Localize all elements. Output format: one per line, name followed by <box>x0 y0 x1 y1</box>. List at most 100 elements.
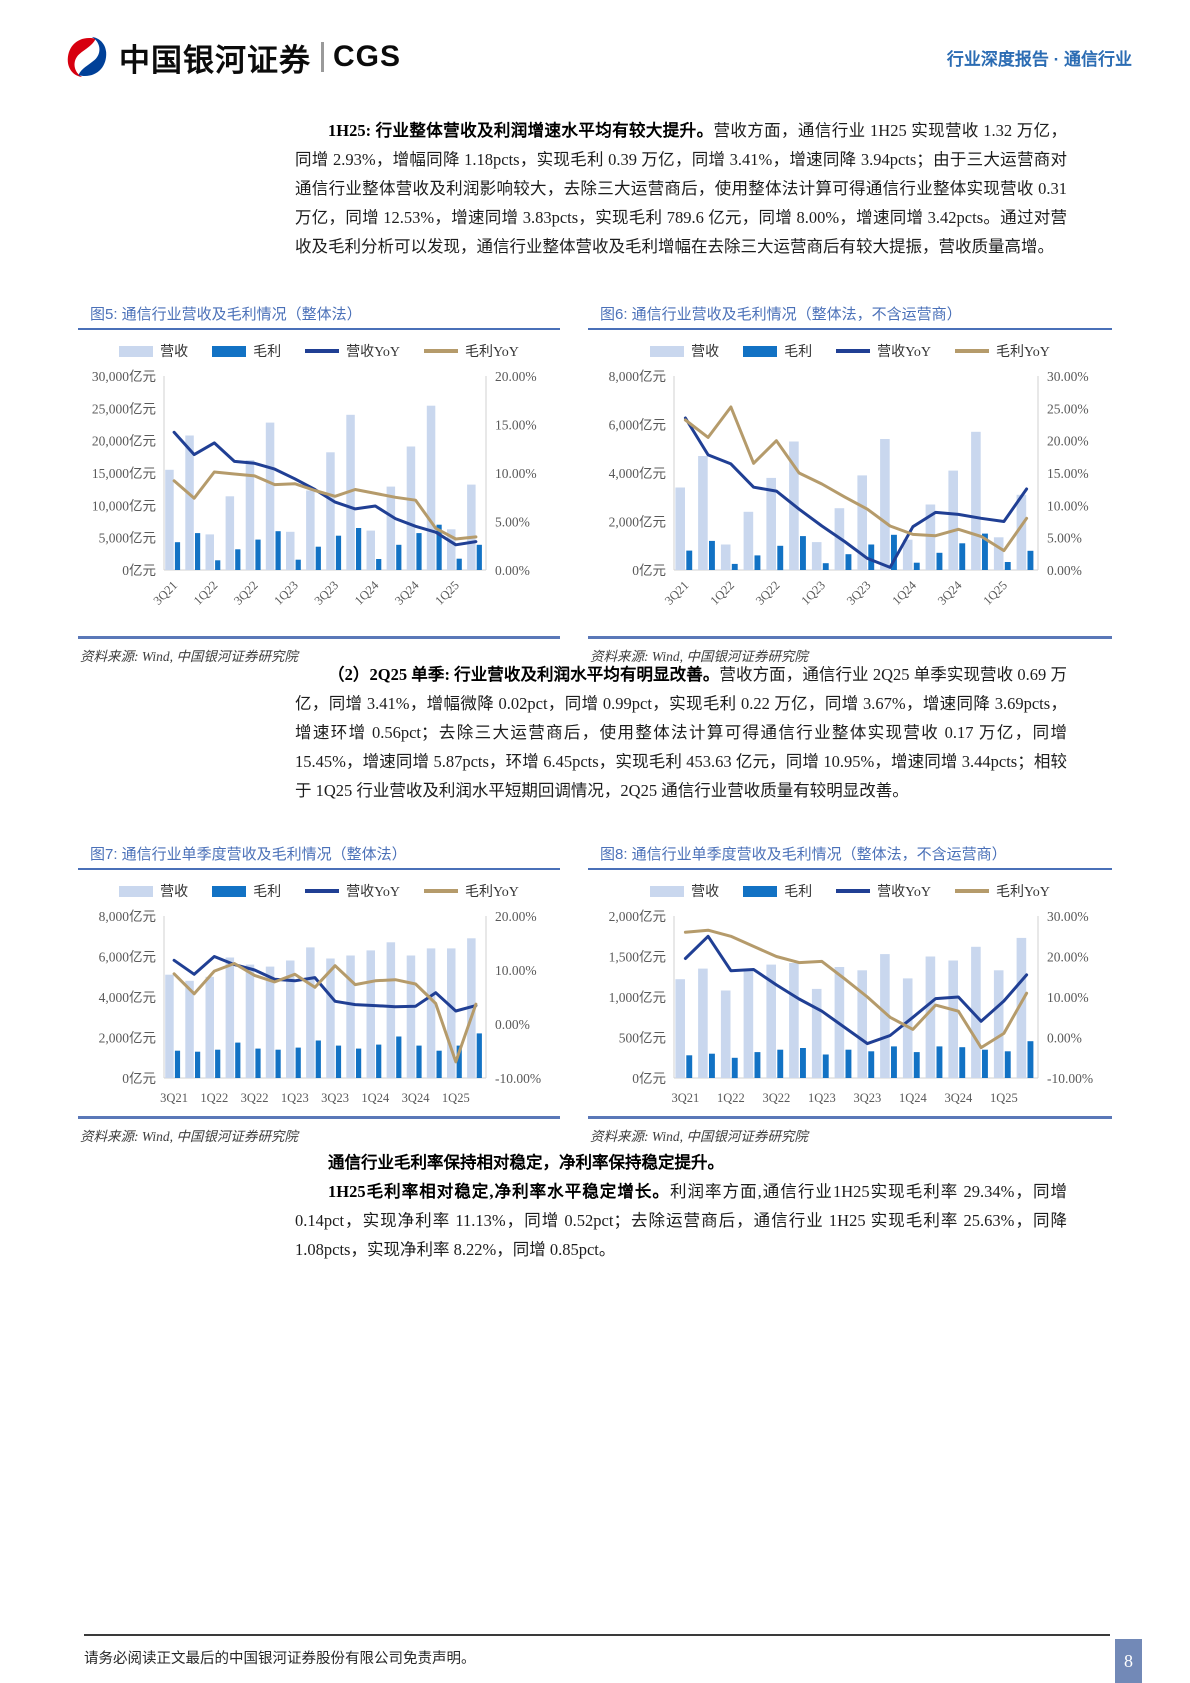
legend-line-swatch <box>955 889 989 893</box>
chart-legend: 营收 毛利 营收YoY 毛利YoY <box>588 342 1112 360</box>
svg-text:-10.00%: -10.00% <box>1047 1071 1093 1086</box>
svg-text:5.00%: 5.00% <box>1047 531 1082 546</box>
report-type-label: 行业深度报告 · 通信行业 <box>946 49 1132 69</box>
paragraph-margins: 通信行业毛利率保持相对稳定，净利率保持稳定提升。 1H25毛利率相对稳定,净利率… <box>295 1148 1067 1264</box>
svg-text:25,000亿元: 25,000亿元 <box>92 401 156 416</box>
figure-bottom-rule <box>588 1116 1112 1119</box>
svg-text:3Q24: 3Q24 <box>392 578 422 608</box>
legend-item: 营收YoY <box>305 881 400 901</box>
legend-item: 营收 <box>119 341 188 361</box>
legend-item: 营收YoY <box>836 881 931 901</box>
paragraph-lead: 通信行业毛利率保持相对稳定，净利率保持稳定提升。 <box>328 1153 724 1172</box>
disclaimer-text: 请务必阅读正文最后的中国银河证券股份有限公司免责声明。 <box>84 1651 476 1667</box>
svg-text:3Q24: 3Q24 <box>402 1091 431 1105</box>
legend-item: 营收 <box>119 881 188 901</box>
legend-bar-swatch <box>650 345 685 357</box>
legend-line-swatch <box>424 349 458 353</box>
paragraph-lead: （2）2Q25 单季: 行业营收及利润水平均有明显改善。 <box>328 665 720 684</box>
svg-text:30.00%: 30.00% <box>1047 909 1089 924</box>
legend-line-swatch <box>305 889 340 893</box>
svg-text:3Q23: 3Q23 <box>844 578 874 608</box>
figure-bottom-rule <box>588 636 1112 639</box>
svg-text:3Q21: 3Q21 <box>671 1091 699 1105</box>
svg-text:3Q22: 3Q22 <box>762 1091 790 1105</box>
source-note: 资料来源: Wind, 中国银河证券研究院 <box>80 1129 298 1144</box>
legend-item: 营收YoY <box>836 341 931 361</box>
legend-line-swatch <box>836 349 871 353</box>
svg-text:1,500亿元: 1,500亿元 <box>609 950 666 965</box>
svg-text:30.00%: 30.00% <box>1047 369 1089 384</box>
paragraph-2q25: （2）2Q25 单季: 行业营收及利润水平均有明显改善。营收方面，通信行业 2Q… <box>295 660 1067 805</box>
source-note: 资料来源: Wind, 中国银河证券研究院 <box>80 649 298 664</box>
svg-text:3Q22: 3Q22 <box>241 1091 269 1105</box>
svg-text:8,000亿元: 8,000亿元 <box>99 909 156 924</box>
source-note: 资料来源: Wind, 中国银河证券研究院 <box>590 1129 808 1144</box>
legend-item: 毛利YoY <box>424 341 519 361</box>
svg-text:15,000亿元: 15,000亿元 <box>92 466 156 481</box>
figure-title: 图7: 通信行业单季度营收及毛利情况（整体法） <box>78 840 560 870</box>
figure-title: 图8: 通信行业单季度营收及毛利情况（整体法，不含运营商） <box>588 840 1112 870</box>
legend-label: 毛利 <box>784 345 813 360</box>
chart-legend: 营收 毛利 营收YoY 毛利YoY <box>78 882 560 900</box>
svg-text:20.00%: 20.00% <box>495 909 537 924</box>
paragraph-body: 利润率方面,通信行业1H25实现毛利率 29.34%，同增 0.14pct，实现… <box>295 1182 1067 1259</box>
svg-text:6,000亿元: 6,000亿元 <box>609 418 666 433</box>
svg-text:0.00%: 0.00% <box>1047 563 1082 578</box>
page-number-badge: 8 <box>1115 1639 1142 1683</box>
legend-item: 毛利 <box>743 881 812 901</box>
svg-text:1Q24: 1Q24 <box>361 1091 390 1105</box>
legend-bar-swatch <box>743 345 778 357</box>
brand-name: 中国银河证券 <box>119 42 311 78</box>
svg-text:20,000亿元: 20,000亿元 <box>92 434 156 449</box>
paragraph-1h25-overview: 1H25: 行业整体营收及利润增速水平均有较大提升。营收方面，通信行业 1H25… <box>295 116 1067 261</box>
legend-label: 毛利 <box>253 885 282 900</box>
legend-label: 营收YoY <box>877 345 931 360</box>
legend-item: 营收YoY <box>305 341 400 361</box>
svg-text:3Q22: 3Q22 <box>753 578 783 608</box>
legend-label: 毛利YoY <box>465 345 519 360</box>
brand-logo: 中国银河证券 CGS <box>64 34 401 80</box>
brand-divider <box>321 42 324 72</box>
svg-text:20.00%: 20.00% <box>495 369 537 384</box>
svg-text:10.00%: 10.00% <box>495 963 537 978</box>
svg-text:3Q24: 3Q24 <box>935 578 965 608</box>
legend-label: 毛利YoY <box>465 885 519 900</box>
legend-label: 营收YoY <box>346 885 400 900</box>
legend-label: 毛利 <box>784 885 813 900</box>
svg-text:1Q23: 1Q23 <box>271 578 301 608</box>
svg-text:10.00%: 10.00% <box>495 466 537 481</box>
svg-text:10,000亿元: 10,000亿元 <box>92 498 156 513</box>
svg-text:3Q21: 3Q21 <box>151 578 181 608</box>
svg-text:30,000亿元: 30,000亿元 <box>92 369 156 384</box>
legend-label: 营收 <box>691 345 720 360</box>
legend-bar-swatch <box>650 885 685 897</box>
figure-bottom-rule <box>78 1116 560 1119</box>
svg-text:5,000亿元: 5,000亿元 <box>99 531 156 546</box>
page-footer: 请务必阅读正文最后的中国银河证券股份有限公司免责声明。 8 <box>84 1634 1142 1683</box>
figure-6: 图6: 通信行业营收及毛利情况（整体法，不含运营商） 营收 毛利 营收YoY 毛利Yo… <box>588 300 1112 665</box>
legend-item: 毛利YoY <box>955 881 1050 901</box>
source-note: 资料来源: Wind, 中国银河证券研究院 <box>590 649 808 664</box>
chart-legend: 营收 毛利 营收YoY 毛利YoY <box>78 342 560 360</box>
svg-text:1Q24: 1Q24 <box>899 1091 928 1105</box>
combo-chart-figure-8: 0亿元 500亿元 1,000亿元 1,500亿元 2,000亿元 -10.00% 0.00… <box>609 909 1094 1105</box>
legend-label: 营收 <box>160 345 189 360</box>
figure-title: 图6: 通信行业营收及毛利情况（整体法，不含运营商） <box>588 300 1112 330</box>
svg-text:3Q21: 3Q21 <box>662 578 692 608</box>
svg-text:2,000亿元: 2,000亿元 <box>609 515 666 530</box>
svg-text:20.00%: 20.00% <box>1047 434 1089 449</box>
legend-label: 营收 <box>691 885 720 900</box>
legend-label: 营收YoY <box>346 345 400 360</box>
svg-text:3Q24: 3Q24 <box>944 1091 973 1105</box>
combo-chart-figure-7: 0亿元 2,000亿元 4,000亿元 6,000亿元 8,000亿元 -10.00% 0.… <box>99 909 542 1105</box>
svg-text:2,000亿元: 2,000亿元 <box>99 1031 156 1046</box>
svg-text:4,000亿元: 4,000亿元 <box>609 466 666 481</box>
svg-text:1Q23: 1Q23 <box>281 1091 309 1105</box>
svg-text:2,000亿元: 2,000亿元 <box>609 909 666 924</box>
svg-text:4,000亿元: 4,000亿元 <box>99 990 156 1005</box>
legend-bar-swatch <box>119 885 154 897</box>
svg-text:3Q23: 3Q23 <box>321 1091 349 1105</box>
svg-text:15.00%: 15.00% <box>1047 466 1089 481</box>
svg-text:15.00%: 15.00% <box>495 418 537 433</box>
svg-text:1Q25: 1Q25 <box>432 578 462 608</box>
